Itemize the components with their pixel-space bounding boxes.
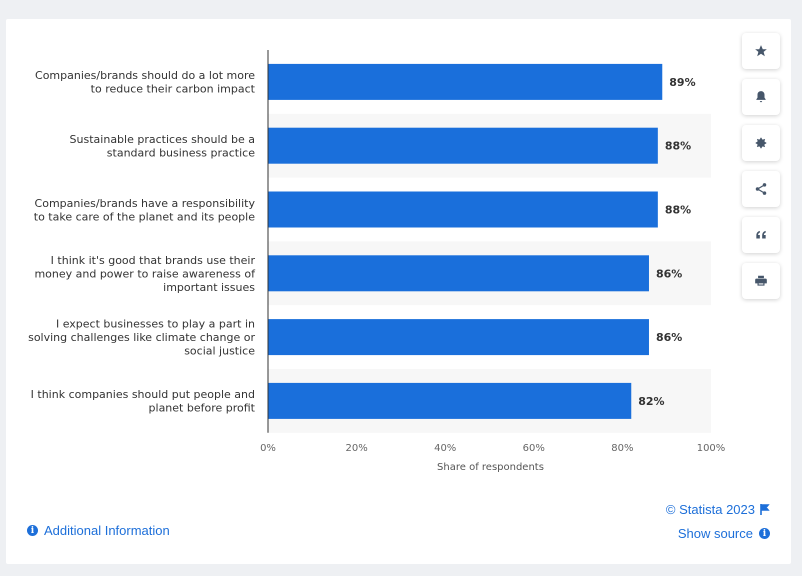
x-tick-label: 60%	[523, 443, 545, 454]
category-label-line: social justice	[184, 345, 255, 358]
bar[interactable]	[268, 255, 649, 292]
category-label-line: Sustainable practices should be a	[70, 133, 255, 146]
additional-information-label: Additional Information	[44, 523, 170, 538]
bar[interactable]	[268, 63, 663, 100]
category-label-line: to reduce their carbon impact	[91, 83, 256, 96]
category-label-line: Companies/brands have a responsibility	[35, 197, 256, 210]
x-axis-title: Share of respondents	[437, 462, 544, 473]
show-source-link[interactable]: Show source i	[678, 526, 770, 541]
category-label-line: solving challenges like climate change o…	[28, 331, 255, 344]
settings-button[interactable]	[742, 125, 780, 161]
gear-icon	[755, 137, 767, 149]
additional-information-link[interactable]: i Additional Information	[27, 523, 170, 538]
category-label: I think it's good that brands use their m…	[34, 254, 256, 294]
statista-copyright[interactable]: © Statista 2023	[666, 502, 770, 517]
info-icon: i	[27, 525, 38, 536]
favorite-button[interactable]	[742, 33, 780, 69]
category-label-line: Companies/brands should do a lot more	[35, 69, 255, 82]
share-icon	[755, 183, 767, 195]
category-label: I think companies should put people and p…	[31, 388, 256, 415]
category-label-line: money and power to raise awareness of	[34, 267, 256, 280]
quote-icon	[756, 230, 766, 239]
category-label: Sustainable practices should be a standar…	[70, 133, 256, 160]
data-label: 86%	[656, 267, 682, 280]
print-button[interactable]	[742, 263, 780, 299]
data-label: 89%	[669, 76, 695, 89]
x-tick-label: 20%	[345, 443, 367, 454]
share-button[interactable]	[742, 171, 780, 207]
category-label-line: I think it's good that brands use their	[51, 254, 256, 267]
category-label-line: I think companies should put people and	[31, 388, 255, 401]
category-label-line: I expect businesses to play a part in	[56, 318, 255, 331]
category-label-line: planet before profit	[149, 402, 256, 415]
print-icon	[755, 275, 767, 286]
show-source-label: Show source	[677, 526, 753, 541]
x-tick-label: 100%	[697, 443, 726, 454]
category-label-line: standard business practice	[107, 146, 255, 159]
category-label: I expect businesses to play a part in sol…	[28, 318, 255, 358]
bar[interactable]	[268, 382, 632, 419]
flag-icon	[760, 504, 770, 515]
data-label: 88%	[665, 204, 691, 217]
info-icon: i	[759, 528, 770, 539]
cite-button[interactable]	[742, 217, 780, 253]
category-label: Companies/brands should do a lot more to …	[35, 69, 256, 96]
category-label-line: important issues	[163, 281, 255, 294]
star-icon	[755, 45, 767, 57]
x-tick-label: 80%	[611, 443, 633, 454]
x-tick-label: 0%	[260, 443, 276, 454]
category-label-line: to take care of the planet and its peopl…	[34, 210, 255, 223]
category-label: Companies/brands have a responsibility to…	[34, 197, 256, 224]
bar[interactable]	[268, 127, 658, 164]
x-tick-label: 40%	[434, 443, 456, 454]
bar[interactable]	[268, 191, 658, 228]
data-label: 86%	[656, 331, 682, 344]
bell-icon	[756, 91, 766, 103]
copyright-label: © Statista 2023	[665, 502, 755, 517]
notification-button[interactable]	[742, 79, 780, 115]
data-label: 82%	[638, 395, 664, 408]
data-label: 88%	[665, 140, 691, 153]
bar[interactable]	[268, 319, 649, 356]
